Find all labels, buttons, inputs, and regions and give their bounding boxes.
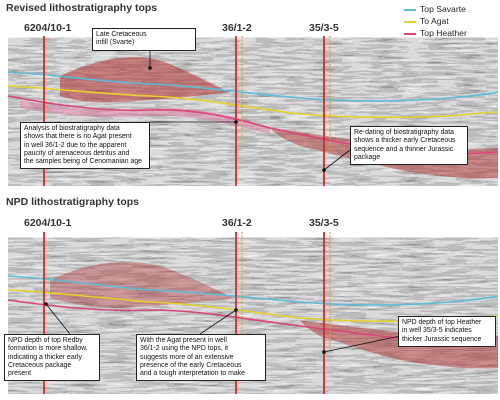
- top-callout-infill-line-2: infill (Svarte): [96, 39, 135, 47]
- bottom-callout-redby-line-3: indicating a thicker early: [8, 353, 82, 361]
- bottom-callout-agat-npd-line-4: presence of the early Cretaceous: [140, 361, 242, 369]
- top-heather-shading: [20, 100, 270, 134]
- top-callout-redating: Re-dating of biostratigraphy data shows …: [350, 126, 468, 166]
- top-callout-redating-line-1: Re-dating of biostratigraphy data: [354, 129, 454, 136]
- bottom-callout-redby-line-2: formation is more shallow,: [8, 345, 88, 353]
- top-savarte-horizon: [8, 71, 498, 102]
- bottom-callout-agat-npd-line-3: suggests more of an extensive: [140, 353, 234, 361]
- top-callout-agat-line-3: in well 36/1-2 due to the apparent: [24, 141, 127, 149]
- bottom-callout-agat-npd: With the Agat present in well 36/1-2 usi…: [136, 334, 266, 382]
- bottom-callout-agat-npd-line-2: 36/1-2 using the NPD tops, it: [140, 345, 229, 353]
- bottom-callout-agat-npd-line-5: and a tough interpretation to make: [140, 370, 245, 378]
- top-callout-redating-line-4: package: [354, 153, 381, 161]
- bottom-well-label-35: 35/3-5: [309, 217, 339, 229]
- bottom-callout-heather-line-3: thicker Jurassic sequence: [402, 335, 482, 343]
- legend: Top Savarte To Agat Top Heather: [404, 4, 496, 40]
- top-callout-agat-line-5: the samples being of Cenomanian age: [24, 158, 142, 166]
- legend-swatch-savarte: [404, 9, 416, 11]
- top-callout-agat-line-1: Analysis of biostratigraphy data: [24, 125, 120, 132]
- legend-swatch-agat: [404, 21, 416, 23]
- top-agat-horizon: [8, 85, 498, 119]
- top-callout-agat-analysis: Analysis of biostratigraphy data shows t…: [20, 122, 150, 170]
- bottom-callout-heather: NPD depth of top Heather in well 35/3-5 …: [398, 316, 496, 347]
- legend-label-heather: Top Heather: [420, 28, 467, 38]
- top-callout-agat-line-4: paucity of arenaceous detritus and: [24, 149, 130, 157]
- bottom-callout-pointers: [44, 302, 401, 354]
- bottom-callout-heather-line-1: NPD depth of top Heather: [402, 319, 482, 326]
- top-callout-redating-line-3: sequence and a thinner Jurassic: [354, 145, 454, 153]
- bottom-seismic-section: [8, 237, 498, 394]
- bottom-well-label-6204: 6204/10-1: [24, 217, 72, 229]
- bottom-callout-redby-line-4: Cretaceous package present: [8, 361, 72, 378]
- top-well-label-35: 35/3-5: [309, 22, 339, 34]
- top-well-label-36: 36/1-2: [222, 22, 252, 34]
- legend-item-savarte: Top Savarte: [404, 4, 496, 16]
- top-callout-infill-line-1: Late Cretaceous: [96, 31, 147, 38]
- legend-swatch-heather: [404, 33, 416, 35]
- legend-item-agat: To Agat: [404, 16, 496, 28]
- bottom-callout-agat-npd-line-1: With the Agat present in well: [140, 337, 227, 344]
- top-cretaceous-infill: [60, 57, 230, 103]
- legend-item-heather: Top Heather: [404, 28, 496, 40]
- bottom-seismic-texture: [8, 237, 498, 394]
- bottom-callout-heather-line-2: in well 35/3-5 indicates: [402, 327, 472, 335]
- top-well-label-6204: 6204/10-1: [24, 22, 72, 34]
- top-callout-infill: Late Cretaceous infill (Svarte): [92, 28, 196, 51]
- bottom-well-label-36: 36/1-2: [222, 217, 252, 229]
- bottom-callout-redby: NPD depth of top Redby formation is more…: [4, 334, 100, 382]
- bottom-callout-redby-line-1: NPD depth of top Redby: [8, 337, 83, 344]
- top-callout-pointers: [148, 50, 351, 172]
- legend-label-savarte: Top Savarte: [420, 4, 466, 14]
- top-callout-agat-line-2: shows that there is no Agat present: [24, 133, 132, 141]
- bottom-savarte-horizon: [8, 275, 498, 306]
- top-panel-title: Revised lithostratigraphy tops: [6, 2, 158, 14]
- legend-label-agat: To Agat: [420, 16, 449, 26]
- bottom-panel-title: NPD lithostratigraphy tops: [6, 196, 140, 208]
- top-callout-redating-line-2: shows a thicker early Cretaceous: [354, 137, 456, 145]
